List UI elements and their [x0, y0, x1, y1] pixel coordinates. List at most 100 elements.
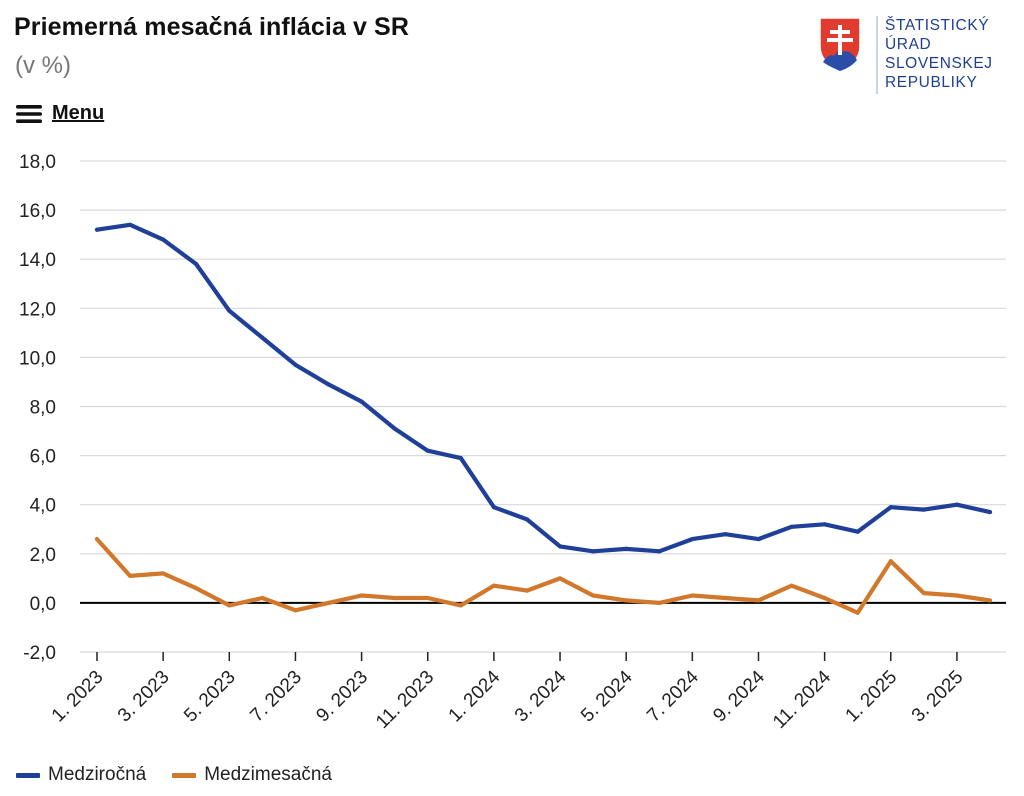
- data-point-medzirocna: [954, 502, 960, 507]
- y-tick-label: 0,0: [30, 594, 56, 615]
- hamburger-menu-icon: [16, 104, 42, 123]
- x-tick-label: 3. 2023: [114, 667, 174, 727]
- legend-item-medzimesacna[interactable]: Medzimesačná: [172, 764, 332, 786]
- data-point-medzimesacna: [624, 598, 629, 603]
- data-point-medzimesacna: [557, 576, 563, 581]
- logo-line: ÚRAD: [885, 36, 932, 53]
- legend-item-medzirocna[interactable]: Medziročná: [16, 764, 146, 786]
- legend-label: Medzimesačná: [204, 764, 332, 785]
- data-point-medzirocna: [94, 227, 100, 232]
- data-point-medzirocna: [194, 262, 199, 267]
- data-point-medzirocna: [822, 522, 827, 527]
- x-tick-label: 7. 2023: [246, 667, 306, 727]
- y-tick-label: 4,0: [30, 496, 56, 517]
- logo-line: REPUBLIKY: [885, 74, 978, 91]
- data-point-medzirocna: [524, 517, 530, 522]
- data-point-medzirocna: [855, 529, 860, 534]
- data-point-medzirocna: [161, 237, 166, 242]
- data-point-medzirocna: [987, 509, 993, 515]
- legend: Medziročná Medzimesačná: [16, 764, 358, 786]
- logo-line: SLOVENSKEJ: [885, 55, 993, 72]
- data-point-medzimesacna: [987, 598, 993, 603]
- y-tick-label: -2,0: [23, 643, 56, 664]
- data-point-medzirocna: [624, 546, 629, 551]
- slovak-coat-of-arms-icon: [819, 17, 861, 72]
- menu-label: Menu: [52, 102, 105, 124]
- data-point-medzirocna: [326, 382, 331, 387]
- y-tick-label: 12,0: [19, 299, 56, 320]
- y-tick-label: 16,0: [19, 201, 56, 222]
- data-point-medzirocna: [756, 536, 761, 542]
- logo-text: ŠTATISTICKÝ ÚRAD SLOVENSKEJ REPUBLIKY: [885, 16, 993, 92]
- data-point-medzirocna: [491, 505, 496, 510]
- data-point-medzimesacna: [392, 595, 397, 601]
- chart-title: Priemerná mesačná inflácia v SR: [14, 13, 409, 41]
- x-axis-ticks: 1. 2023 3. 2023 5. 2023 7. 2023 9. 2023 11. 2…: [48, 652, 968, 733]
- y-tick-label: 18,0: [19, 152, 56, 173]
- y-tick-label: 2,0: [30, 545, 56, 566]
- data-point-medzirocna: [723, 532, 728, 537]
- data-point-medzirocna: [888, 505, 893, 510]
- data-point-medzirocna: [127, 222, 133, 227]
- data-point-medzimesacna: [491, 583, 496, 588]
- legend-label: Medziročná: [48, 764, 147, 785]
- x-tick-label: 1. 2024: [445, 666, 505, 726]
- data-point-medzimesacna: [954, 593, 960, 598]
- data-point-medzimesacna: [591, 593, 596, 598]
- data-point-medzimesacna: [921, 590, 926, 596]
- data-point-medzimesacna: [359, 593, 364, 598]
- data-point-medzimesacna: [723, 595, 728, 601]
- data-point-medzirocna: [458, 455, 463, 461]
- y-tick-label: 6,0: [30, 447, 56, 468]
- data-point-medzirocna: [921, 507, 926, 512]
- data-point-medzirocna: [260, 335, 265, 340]
- data-point-medzimesacna: [458, 603, 463, 608]
- data-point-medzimesacna: [524, 588, 530, 593]
- data-point-medzimesacna: [425, 595, 430, 601]
- data-point-medzimesacna: [756, 598, 761, 603]
- data-point-medzirocna: [789, 524, 794, 529]
- x-tick-label: 11. 2024: [769, 666, 835, 732]
- data-point-medzimesacna: [194, 586, 199, 591]
- data-point-medzirocna: [293, 362, 298, 367]
- data-point-medzimesacna: [127, 573, 133, 578]
- data-point-medzirocna: [657, 549, 662, 554]
- data-point-medzirocna: [591, 549, 596, 554]
- data-point-medzirocna: [227, 308, 232, 313]
- logo-divider: [876, 16, 878, 94]
- series-line-medzimesacna: [94, 536, 993, 615]
- y-tick-label: 10,0: [19, 348, 56, 369]
- legend-swatch: [172, 772, 197, 778]
- x-tick-label: 1. 2025: [842, 667, 902, 727]
- y-tick-label: 8,0: [30, 398, 56, 419]
- data-point-medzimesacna: [888, 559, 893, 564]
- x-tick-label: 7. 2024: [643, 666, 703, 726]
- x-tick-label: 1. 2023: [48, 667, 108, 727]
- x-tick-label: 9. 2023: [312, 667, 372, 727]
- x-tick-label: 3. 2024: [511, 666, 571, 726]
- data-point-medzimesacna: [822, 595, 827, 601]
- logo-line: ŠTATISTICKÝ: [885, 17, 990, 34]
- data-point-medzirocna: [690, 536, 695, 542]
- logo: ŠTATISTICKÝ ÚRAD SLOVENSKEJ REPUBLIKY: [818, 16, 993, 94]
- data-point-medzimesacna: [855, 610, 860, 615]
- data-point-medzimesacna: [227, 603, 232, 608]
- data-point-medzimesacna: [789, 583, 794, 588]
- line-chart: -2,00,02,04,06,08,010,012,014,016,018,0 …: [19, 152, 1006, 733]
- x-tick-label: 11. 2023: [372, 667, 438, 733]
- data-point-medzimesacna: [161, 571, 166, 576]
- data-point-medzirocna: [557, 544, 563, 549]
- data-point-medzimesacna: [260, 595, 265, 601]
- menu-button[interactable]: Menu: [16, 102, 104, 125]
- data-point-medzimesacna: [293, 608, 298, 613]
- y-axis-ticks: -2,0 0,0 2,0 4,0 6,0 8,0 10,0 12,0 14,0 16,0 18,0: [19, 152, 56, 664]
- x-tick-label: 5. 2023: [180, 667, 240, 727]
- x-tick-label: 5. 2024: [577, 666, 637, 726]
- data-point-medzimesacna: [326, 600, 331, 606]
- series-line-medzirocna: [94, 222, 993, 554]
- data-point-medzimesacna: [657, 600, 662, 606]
- data-point-medzirocna: [359, 399, 364, 404]
- data-point-medzirocna: [392, 426, 397, 431]
- chart-subtitle: (v %): [15, 52, 71, 79]
- x-tick-label: 3. 2025: [908, 667, 968, 727]
